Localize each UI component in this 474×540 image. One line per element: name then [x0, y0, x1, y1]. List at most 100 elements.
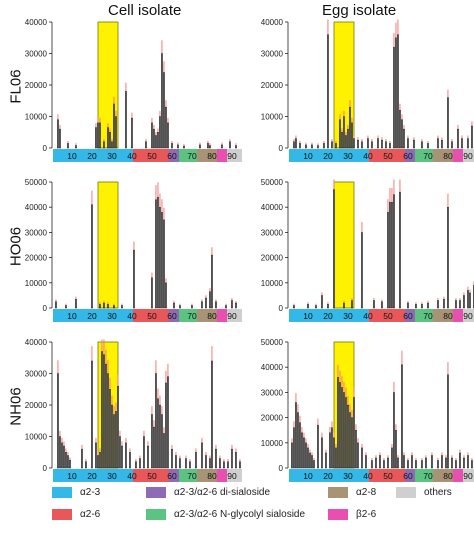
- class-strip-segment: [197, 309, 217, 322]
- bar: [455, 460, 457, 469]
- bar: [371, 460, 373, 469]
- y-tick-label: 40000: [25, 203, 48, 212]
- bar: [151, 277, 153, 309]
- bar: [165, 282, 167, 309]
- bar: [109, 389, 111, 469]
- class-strip-segment: [133, 149, 169, 162]
- x-tick-label: 70: [187, 311, 197, 321]
- y-tick-label: 30000: [25, 50, 48, 59]
- bar: [207, 143, 209, 149]
- x-tick-label: 40: [127, 311, 137, 321]
- bar: [447, 97, 449, 149]
- bar: [305, 144, 307, 149]
- bar: [225, 305, 227, 309]
- legend-item-disialoside: α2-3/α2-6 di-sialoside: [146, 487, 270, 498]
- bar: [401, 364, 403, 469]
- bar: [317, 145, 319, 149]
- bar: [107, 303, 109, 309]
- bar: [209, 458, 211, 469]
- y-tick-label: 40000: [261, 363, 284, 372]
- column-title-egg-isolate: Egg isolate: [322, 2, 397, 19]
- bar: [379, 455, 381, 469]
- bar: [191, 305, 193, 309]
- bar: [437, 300, 439, 309]
- legend-swatch-b26: [328, 509, 348, 520]
- class-strip-segment: [405, 469, 415, 482]
- bar: [167, 122, 169, 149]
- x-tick-label: 70: [423, 471, 433, 481]
- class-strip-segment: [463, 149, 474, 162]
- bar: [459, 300, 461, 309]
- bar: [69, 459, 71, 469]
- legend-swatch-others: [396, 487, 416, 498]
- bar: [133, 249, 135, 309]
- bar: [353, 138, 355, 149]
- panel-fl06-cell: 0 10000 20000 30000 40000 10 20 30 40 50 60 70 80 90: [25, 18, 242, 162]
- x-tick-label: 30: [343, 311, 353, 321]
- class-strip-segment: [179, 309, 197, 322]
- bar: [165, 106, 167, 149]
- bar: [115, 411, 117, 469]
- y-tick-label: 40000: [261, 203, 284, 212]
- bar: [97, 122, 99, 149]
- bar: [209, 291, 211, 309]
- x-tick-label: 70: [423, 311, 433, 321]
- bar: [381, 139, 383, 149]
- bar: [463, 295, 465, 309]
- bar: [421, 303, 423, 309]
- bar: [153, 128, 155, 149]
- bar: [111, 141, 113, 149]
- bar: [317, 424, 319, 469]
- x-tick-label: 90: [227, 311, 237, 321]
- highlight-box: [97, 181, 119, 309]
- bar: [415, 303, 417, 309]
- bar: [347, 128, 349, 149]
- class-strip-segment: [369, 309, 405, 322]
- bar: [295, 138, 297, 149]
- bar: [387, 457, 389, 469]
- bar: [179, 458, 181, 469]
- y-tick-label: 10000: [25, 113, 48, 122]
- bar: [163, 219, 165, 309]
- class-strip-segment: [169, 469, 179, 482]
- x-tick-label: 30: [343, 151, 353, 161]
- x-tick-label: 80: [207, 151, 217, 161]
- bar: [85, 461, 87, 469]
- bar: [451, 141, 453, 149]
- x-tick-label: 20: [323, 311, 333, 321]
- bar: [437, 460, 439, 469]
- bar: [321, 437, 323, 469]
- bar: [335, 143, 337, 149]
- bar: [407, 302, 409, 309]
- bar: [361, 141, 363, 149]
- y-tick-label: 0: [279, 144, 284, 153]
- bar: [235, 145, 237, 149]
- bar: [145, 141, 147, 149]
- bar: [373, 300, 375, 309]
- legend-item-others: others: [396, 487, 452, 498]
- class-strip-segment: [405, 149, 415, 162]
- bar: [389, 143, 391, 149]
- x-tick-label: 40: [127, 471, 137, 481]
- bar: [151, 414, 153, 469]
- bar: [171, 143, 173, 149]
- class-strip-segment: [463, 309, 474, 322]
- x-tick-label: 20: [323, 471, 333, 481]
- bar: [235, 302, 237, 309]
- bar: [235, 452, 237, 469]
- bar: [333, 437, 335, 469]
- highlight-box: [333, 181, 355, 309]
- bar: [183, 145, 185, 149]
- bar: [65, 452, 67, 469]
- bar: [341, 132, 343, 149]
- class-strip-segment: [289, 469, 369, 482]
- bar: [323, 143, 325, 149]
- bar: [179, 305, 181, 309]
- class-strip-segment: [433, 309, 453, 322]
- bar: [131, 117, 133, 149]
- y-tick-label: 20000: [261, 81, 284, 90]
- class-strip-segment: [227, 469, 242, 482]
- bar: [55, 301, 57, 309]
- bar: [209, 145, 211, 149]
- class-strip-segment: [433, 149, 453, 162]
